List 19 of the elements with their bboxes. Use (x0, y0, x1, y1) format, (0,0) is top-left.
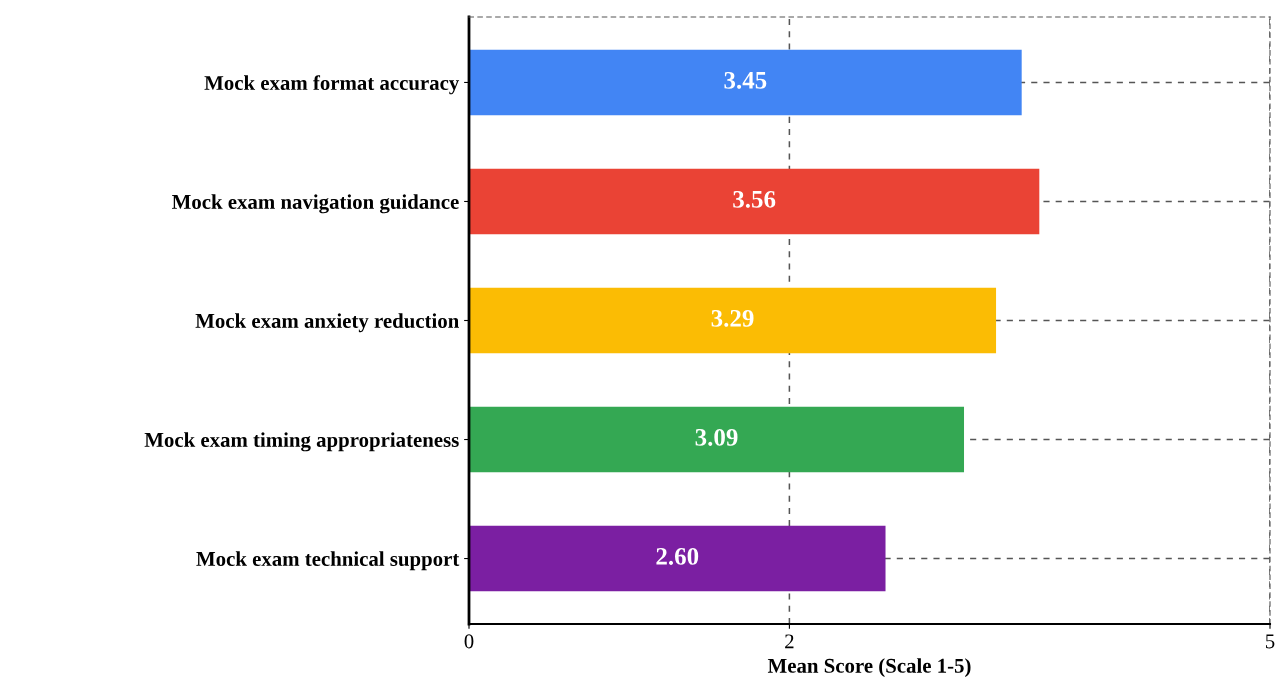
bar (469, 287, 997, 354)
data-label: 2.60 (656, 547, 699, 565)
data-label: 3.45 (724, 71, 767, 89)
data-label: 3.56 (733, 190, 776, 208)
x-tick-label: 5 (1266, 634, 1275, 649)
data-label: 3.09 (695, 428, 738, 446)
y-tick-label: Mock exam navigation guidance (172, 194, 459, 214)
y-tick-label: Mock exam format accuracy (204, 75, 460, 95)
data-label: 3.29 (711, 309, 754, 327)
x-tick-label: 2 (785, 634, 794, 649)
x-tick-label: 0 (464, 634, 474, 649)
y-tick-label: Mock exam anxiety reduction (195, 313, 459, 333)
y-tick-label: Mock exam timing appropriateness (144, 432, 459, 452)
bar (469, 525, 886, 592)
y-tick-label: Mock exam technical support (196, 551, 460, 571)
bar (469, 168, 1040, 235)
bar (469, 406, 965, 473)
bar (469, 49, 1022, 116)
x-axis-title: Mean Score (Scale 1-5) (767, 658, 971, 678)
